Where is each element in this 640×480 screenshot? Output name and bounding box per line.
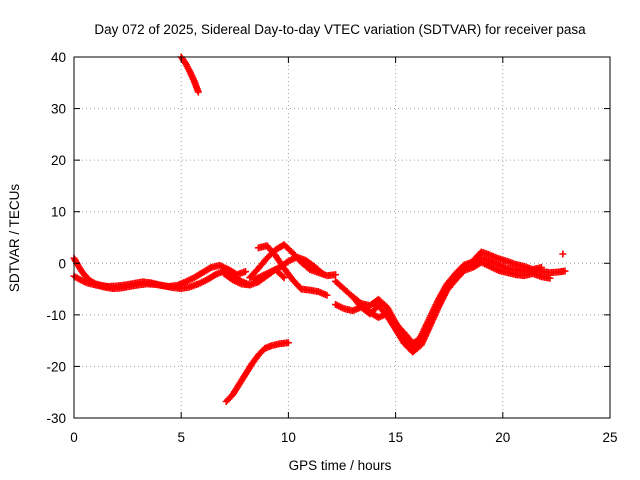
- data-point: [332, 271, 340, 279]
- data-points: [70, 53, 569, 405]
- data-point: [280, 274, 288, 282]
- data-point: [284, 339, 292, 347]
- data-point: [317, 268, 325, 276]
- series-track-12: [559, 250, 567, 258]
- y-tick-label: -20: [46, 359, 66, 374]
- y-tick-label: 20: [51, 153, 66, 168]
- grid-lines: [74, 57, 610, 418]
- plot-frame: [73, 56, 611, 419]
- y-tick-label: 10: [51, 205, 66, 220]
- y-tick-label: 0: [58, 256, 66, 271]
- x-tick-label: 20: [495, 430, 510, 445]
- x-tick-label: 0: [70, 430, 78, 445]
- data-point: [537, 263, 545, 271]
- data-point: [279, 272, 287, 280]
- series-track-8: [250, 253, 327, 284]
- y-tick-label: -30: [46, 411, 66, 426]
- data-point: [242, 268, 250, 276]
- series-track-11: [349, 248, 545, 347]
- axis-ticks: 0 5 10 15 20 25 -30 -20 -10 0 10 20 30 40: [46, 50, 617, 445]
- data-point: [559, 250, 567, 258]
- x-axis-label: GPS time / hours: [289, 458, 392, 473]
- chart-title: Day 072 of 2025, Sidereal Day-to-day VTE…: [94, 22, 586, 37]
- x-tick-label: 10: [281, 430, 296, 445]
- y-axis-label: SDTVAR / TECUs: [7, 184, 22, 293]
- data-point: [546, 274, 554, 282]
- data-point: [561, 267, 569, 275]
- series-track-4: [222, 339, 292, 405]
- y-tick-label: 30: [51, 102, 66, 117]
- x-tick-label: 25: [602, 430, 617, 445]
- data-point: [206, 264, 214, 272]
- x-tick-label: 15: [388, 430, 403, 445]
- data-point: [194, 88, 202, 96]
- data-point: [323, 291, 331, 299]
- series-track-7: [254, 242, 331, 299]
- x-tick-label: 5: [177, 430, 185, 445]
- y-tick-label: -10: [46, 308, 66, 323]
- y-tick-label: 40: [51, 50, 66, 65]
- data-point: [319, 270, 327, 278]
